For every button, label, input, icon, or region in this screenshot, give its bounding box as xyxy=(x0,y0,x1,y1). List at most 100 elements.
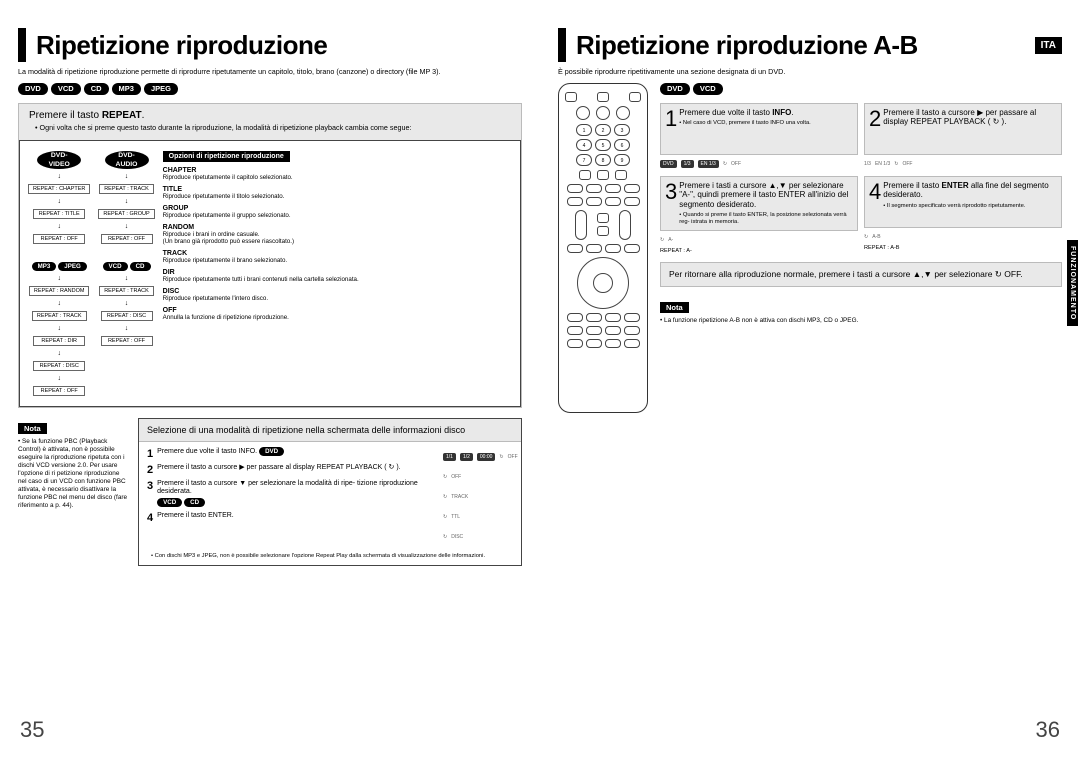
repeat-header: Premere il tasto REPEAT. xyxy=(19,104,521,123)
qnum: 1 xyxy=(665,108,677,150)
strip-val: 1/2 xyxy=(460,453,473,461)
title-bar-right: Ripetizione riproduzione A-B ITA xyxy=(558,28,1062,62)
repeat-header-suf: . xyxy=(142,110,145,121)
oval-dvd-audio: DVD- AUDIO xyxy=(105,151,149,169)
steps-quad: 1 Premere due volte il tasto INFO. • Nel… xyxy=(660,103,1062,254)
q1-suf: . xyxy=(791,108,793,117)
qbox-2: 2 Premere il tasto a cursore ▶ per passa… xyxy=(864,103,1062,155)
steps-list: 1 Premere due volte il tasto INFO. DVD 2… xyxy=(147,448,435,543)
strip-val: TTL xyxy=(451,514,460,520)
col-dvd-video: DVD- VIDEO ↓ REPEAT : CHAPTER ↓ REPEAT :… xyxy=(28,151,90,244)
qnum: 3 xyxy=(665,181,677,226)
nota-text: • Se la funzione PBC (Playback Control) … xyxy=(18,438,128,510)
arrow-icon: ↓ xyxy=(125,300,129,307)
arrow-icon: ↓ xyxy=(57,350,61,357)
badge-dvd: DVD xyxy=(259,447,284,456)
pill-dvd: DVD xyxy=(660,83,690,95)
step-text-span: Premere il tasto a cursore ▼ per selezio… xyxy=(157,480,418,496)
step-text-span: Premere due volte il tasto INFO. xyxy=(157,448,257,455)
qbox-3: 3 Premere i tasti a cursore ▲,▼ per sele… xyxy=(660,176,858,231)
repeat-icon: ↻ xyxy=(443,494,447,500)
right-steps: DVD VCD 1 Premere due volte il tasto INF… xyxy=(660,83,1062,413)
node: REPEAT : OFF xyxy=(33,386,85,396)
arrow-icon: ↓ xyxy=(125,325,129,332)
arrow-icon: ↓ xyxy=(57,223,61,230)
arrow-icon: ↓ xyxy=(125,173,129,180)
q4-key: ENTER xyxy=(942,181,969,190)
display-strip: ↻A- xyxy=(660,234,858,246)
info-panel-header: Selezione di una modalità di ripetizione… xyxy=(139,419,521,442)
pill-jpeg: JPEG xyxy=(144,83,178,95)
display-strips: 1/1 1/2 00:00 ↻ OFF ↻OFF ↻TRACK xyxy=(443,448,513,543)
title-accent xyxy=(558,28,566,62)
display-strip: DVD1/3EN 1/3↻OFF xyxy=(660,158,858,170)
node: REPEAT : DIR xyxy=(33,336,85,346)
label-jpeg: JPEG xyxy=(58,262,87,271)
step-text: Premere il tasto a cursore ▼ per selezio… xyxy=(157,480,435,508)
qnum: 2 xyxy=(869,108,881,150)
step-number: 1 xyxy=(147,448,153,460)
step-number: 4 xyxy=(147,512,153,524)
title-accent xyxy=(18,28,26,62)
nota-right: Nota • La funzione ripetizione A-B non è… xyxy=(660,297,1062,325)
qbox-4: 4 Premere il tasto ENTER alla fine del s… xyxy=(864,176,1062,228)
repeat-instruction-box: Premere il tasto REPEAT. • Ogni volta ch… xyxy=(18,103,522,408)
arrow-icon: ↓ xyxy=(57,300,61,307)
label-vcd: VCD xyxy=(103,262,128,271)
remote-btn xyxy=(579,170,591,180)
strip-val: DISC xyxy=(451,534,463,540)
step-2: 2 Premere il tasto a cursore ▶ per passa… xyxy=(147,464,435,476)
strip-val: 1/1 xyxy=(443,453,456,461)
repeat-header-key: REPEAT xyxy=(102,110,142,121)
arrow-icon: ↓ xyxy=(57,173,61,180)
remote-btn xyxy=(576,106,590,120)
pill-vcd: VCD xyxy=(51,83,81,95)
pill-vcd: VCD xyxy=(693,83,723,95)
strip-val: OFF xyxy=(451,474,461,480)
remote-dpad xyxy=(577,257,629,309)
pill-cd: CD xyxy=(84,83,109,95)
q1-key: INFO xyxy=(772,108,791,117)
display-strip-3: ↻TRACK xyxy=(443,491,513,503)
node: REPEAT : OFF xyxy=(101,336,153,346)
return-instruction: Per ritornare alla riproduzione normale,… xyxy=(660,262,1062,287)
qsub: • Nel caso di VCD, premere il tasto INFO… xyxy=(679,120,811,127)
remote-btn xyxy=(596,106,610,120)
option-desc: Riproduce ripetutamente l'intero disco. xyxy=(163,295,512,302)
arrow-icon: ↓ xyxy=(125,275,129,282)
display-strip-5: ↻DISC xyxy=(443,531,513,543)
pill-mp3: MP3 xyxy=(112,83,141,95)
arrow-icon: ↓ xyxy=(57,375,61,382)
q3-text: Premere i tasti a cursore ▲,▼ per selezi… xyxy=(679,181,848,209)
page-36: Ripetizione riproduzione A-B ITA È possi… xyxy=(540,0,1080,763)
repeat-diagram-area: DVD- VIDEO ↓ REPEAT : CHAPTER ↓ REPEAT :… xyxy=(19,140,521,407)
page-number: 35 xyxy=(20,717,44,743)
remote-btn xyxy=(597,92,609,102)
remote-illustration: 123456789 xyxy=(558,83,648,413)
col-mp3-jpeg: MP3 JPEG ↓ REPEAT : RANDOM ↓ REPEAT : TR… xyxy=(28,262,90,396)
remote-btn xyxy=(615,170,627,180)
option-item: CHAPTERRiproduce ripetutamente il capito… xyxy=(163,167,512,181)
step-4: 4 Premere il tasto ENTER. xyxy=(147,512,435,524)
remote-btn xyxy=(597,213,609,223)
col-vcd-cd: VCD CD ↓ REPEAT : TRACK ↓ REPEAT : DISC … xyxy=(98,262,154,346)
repeat-note: • Ogni volta che si preme questo tasto d… xyxy=(19,123,521,140)
option-desc: Riproduce ripetutamente il titolo selezi… xyxy=(163,193,512,200)
remote-btn xyxy=(597,170,609,180)
pill-dvd: DVD xyxy=(18,83,48,95)
arrow-icon: ↓ xyxy=(125,223,129,230)
qtxt: Premere due volte il tasto INFO. • Nel c… xyxy=(679,108,811,150)
qbox-1: 1 Premere due volte il tasto INFO. • Nel… xyxy=(660,103,858,155)
step-text: Premere il tasto ENTER. xyxy=(157,512,234,521)
qnum: 4 xyxy=(869,181,881,223)
strip-val: OFF xyxy=(508,454,518,460)
q1-pre: Premere due volte il tasto xyxy=(679,108,772,117)
arrow-icon: ↓ xyxy=(57,198,61,205)
node: REPEAT : TRACK xyxy=(99,286,154,296)
qsub: • Il segmento specificato verrà riprodot… xyxy=(883,203,1055,210)
repeat-header-pre: Premere il tasto xyxy=(29,110,102,121)
node: REPEAT : CHAPTER xyxy=(28,184,90,194)
remote-vol xyxy=(575,210,587,240)
title-bar-left: Ripetizione riproduzione xyxy=(18,28,522,62)
right-content: 123456789 xyxy=(558,83,1062,413)
